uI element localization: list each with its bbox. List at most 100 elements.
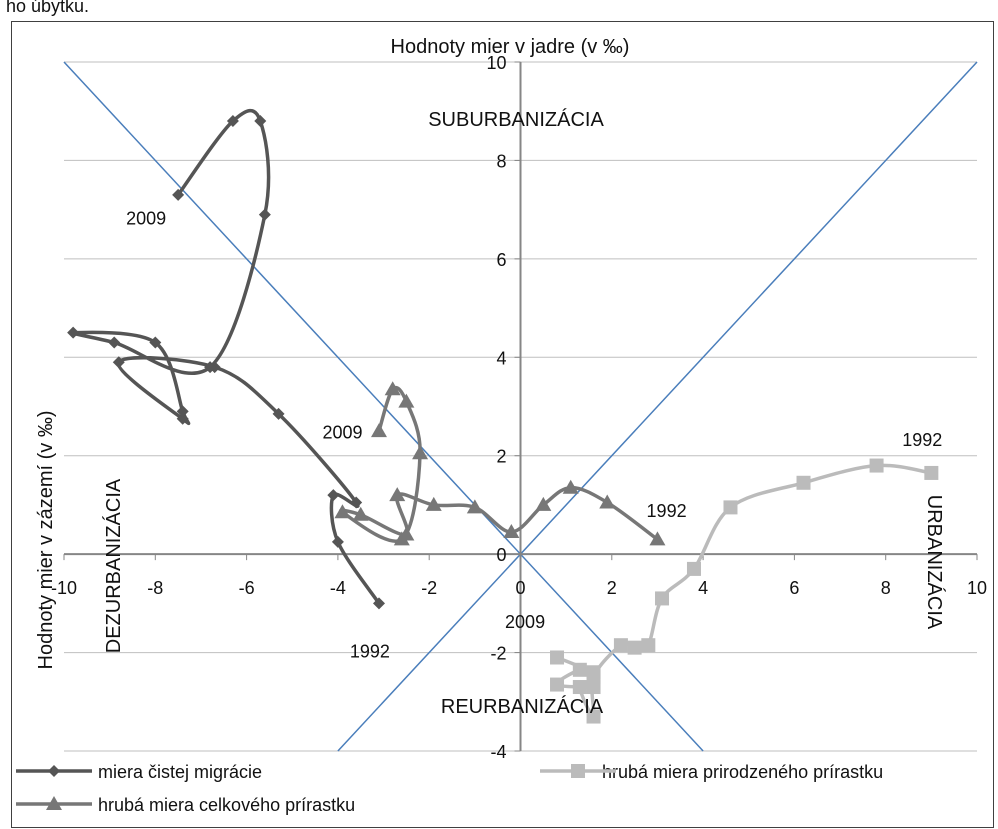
legend-marker-migration	[48, 765, 60, 777]
x-tick-label: 4	[698, 578, 708, 598]
legend: miera čistej migrácie hrubá miera prirod…	[16, 762, 883, 815]
year-annotation: 1992	[647, 501, 687, 521]
annotations: 2009 1992 2009 1992 1992 2009	[126, 208, 942, 661]
data-point-natural	[686, 561, 701, 576]
legend-entry-natural: hrubá miera prirodzeného prírastku	[540, 762, 883, 782]
data-point-migration	[272, 407, 285, 420]
data-point-migration	[204, 361, 217, 374]
data-point-natural	[869, 458, 884, 473]
year-annotation: 2009	[505, 612, 545, 632]
data-point-migration	[327, 489, 340, 502]
y-tick-label: 10	[486, 53, 506, 73]
series-migration	[67, 108, 385, 610]
x-tick-label: -6	[239, 578, 255, 598]
series-total	[334, 381, 666, 546]
year-annotation: 1992	[902, 430, 942, 450]
top-text: ho úbytku.	[6, 0, 89, 16]
data-point-total	[370, 423, 387, 438]
data-point-total	[389, 487, 406, 502]
series-layer	[67, 108, 939, 724]
data-point-migration	[372, 597, 385, 610]
data-point-migration	[108, 336, 121, 349]
y-tick-label: -4	[490, 742, 506, 762]
data-point-natural	[586, 665, 601, 680]
x-tick-label: -2	[421, 578, 437, 598]
data-point-natural	[641, 638, 656, 653]
quadrant-label-top: SUBURBANIZÁCIA	[428, 108, 604, 131]
legend-label-migration: miera čistej migrácie	[98, 762, 262, 782]
reference-line	[63, 61, 704, 752]
tick-labels: -10 -8 -6 -4 -2 0 2 4 6 8 10 -4 -2 0 2 4 6 8 10	[51, 53, 987, 762]
y-axis-label: Hodnoty mier v zázemí (v ‰)	[35, 411, 57, 670]
data-point-total	[599, 494, 616, 509]
legend-marker-natural	[571, 764, 585, 778]
data-point-total	[384, 381, 401, 396]
data-point-migration	[258, 208, 271, 221]
data-point-migration	[149, 336, 162, 349]
data-point-total	[466, 499, 483, 514]
x-tick-label: -4	[330, 578, 346, 598]
legend-entry-migration: miera čistej migrácie	[16, 762, 262, 782]
x-tick-label: -8	[147, 578, 163, 598]
data-point-total	[334, 504, 351, 519]
legend-entry-total: hrubá miera celkového prírastku	[16, 795, 355, 815]
reference-line	[337, 61, 978, 752]
year-annotation: 2009	[322, 422, 362, 442]
quadrant-label-right: URBANIZÁCIA	[923, 495, 946, 630]
data-point-total	[562, 479, 579, 494]
quadrant-label-bottom: REURBANIZÁCIA	[441, 695, 604, 718]
legend-marker-total	[46, 796, 62, 810]
y-tick-label: 0	[496, 545, 506, 565]
data-point-total	[503, 523, 520, 538]
y-tick-label: 4	[496, 348, 506, 368]
quadrant-label-left: DEZURBANIZÁCIA	[102, 478, 125, 653]
y-tick-label: 2	[496, 447, 506, 467]
year-annotation: 2009	[126, 208, 166, 228]
y-tick-label: 6	[496, 250, 506, 270]
chart-title: Hodnoty mier v jadre (v ‰)	[391, 36, 630, 58]
data-point-natural	[924, 465, 939, 480]
legend-label-natural: hrubá miera prirodzeného prírastku	[602, 762, 883, 782]
data-point-natural	[550, 650, 565, 665]
reference-lines	[63, 61, 978, 752]
data-point-natural	[627, 640, 642, 655]
axes	[63, 61, 978, 752]
data-point-migration	[176, 405, 189, 418]
data-point-migration	[226, 115, 239, 128]
data-point-natural	[723, 500, 738, 515]
data-point-total	[398, 393, 415, 408]
data-point-natural	[586, 709, 601, 724]
data-point-natural	[613, 638, 628, 653]
data-point-total	[535, 496, 552, 511]
data-point-migration	[67, 326, 80, 339]
data-point-total	[649, 531, 666, 546]
data-point-total	[352, 506, 369, 521]
x-tick-label: 8	[881, 578, 891, 598]
data-point-total	[425, 496, 442, 511]
data-point-natural	[550, 677, 565, 692]
x-tick-label: 6	[789, 578, 799, 598]
y-tick-label: -2	[490, 644, 506, 664]
data-point-migration	[172, 188, 185, 201]
data-point-migration	[176, 412, 189, 425]
data-point-migration	[331, 535, 344, 548]
data-point-natural	[586, 680, 601, 695]
data-point-natural	[655, 591, 670, 606]
series-natural	[550, 458, 939, 724]
year-annotation: 1992	[350, 641, 390, 661]
y-tick-label: 8	[496, 151, 506, 171]
data-point-total	[393, 531, 410, 546]
data-point-natural	[572, 662, 587, 677]
chart-border	[11, 21, 994, 828]
data-point-migration	[254, 115, 267, 128]
legend-label-total: hrubá miera celkového prírastku	[98, 795, 355, 815]
x-tick-label: 10	[967, 578, 987, 598]
data-point-migration	[350, 496, 363, 509]
x-tick-label: -10	[51, 578, 77, 598]
data-point-migration	[112, 356, 125, 369]
data-point-total	[412, 445, 429, 460]
x-tick-label: 0	[515, 578, 525, 598]
data-point-natural	[796, 475, 811, 490]
x-tick-label: 2	[607, 578, 617, 598]
